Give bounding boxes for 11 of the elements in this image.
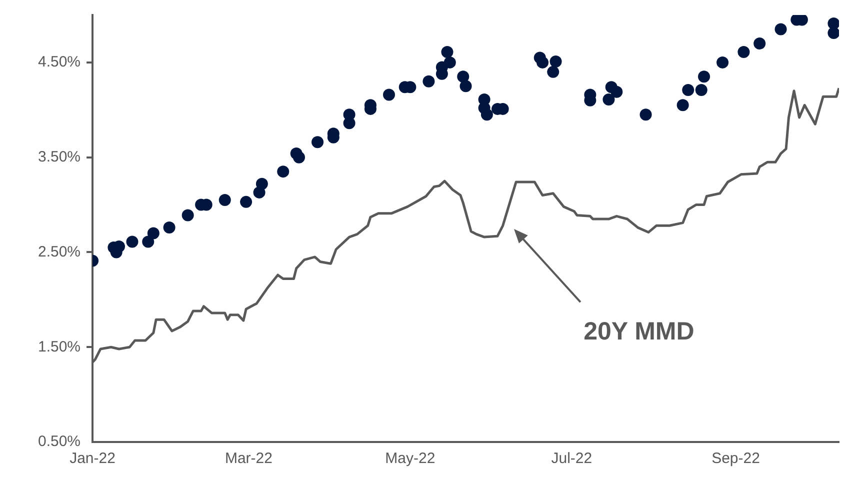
y-tick-label: 0.50% [38,433,81,450]
y-tick-label: 1.50% [38,338,81,356]
x-tick-label: Jan-22 [70,450,116,468]
y-tick-label: 3.50% [38,148,81,166]
annotation: 20Y MMD [584,318,694,346]
x-tick-label: Jul-22 [551,450,592,468]
x-tick-label: May-22 [385,450,436,468]
y-tick-label: 2.50% [38,243,81,260]
x-tick-label: Mar-22 [224,450,272,468]
x-tick-label: Sep-22 [712,450,760,468]
y-tick-label: 4.50% [38,54,81,71]
